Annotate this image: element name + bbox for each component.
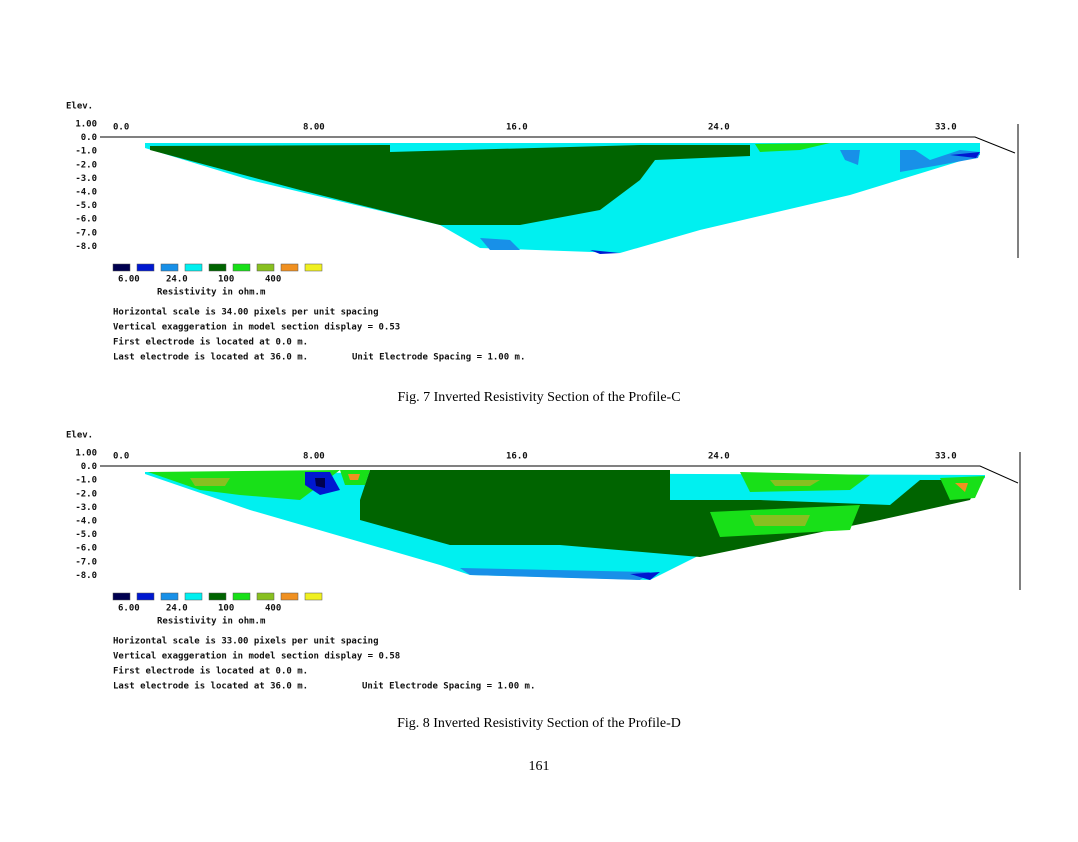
- y-label: -1.0: [75, 147, 97, 157]
- y-label: -3.0: [75, 174, 97, 184]
- y-label: -5.0: [75, 530, 97, 540]
- elev-label: Elev.: [66, 102, 93, 112]
- legend-swatch: [136, 592, 155, 601]
- x-label: 33.0: [935, 452, 957, 462]
- y-label: -3.0: [75, 503, 97, 513]
- x-label: 0.0: [113, 123, 129, 133]
- legend-label: 100: [218, 275, 234, 285]
- x-label: 16.0: [506, 452, 528, 462]
- legend-swatch: [256, 592, 275, 601]
- elev-label: Elev.: [66, 431, 93, 441]
- y-label: -4.0: [75, 517, 97, 527]
- y-label: -1.0: [75, 476, 97, 486]
- legend-title: Resistivity in ohm.m: [157, 287, 266, 298]
- x-label: 24.0: [708, 123, 730, 133]
- legend-label: 400: [265, 275, 281, 285]
- legend-label: 6.00: [118, 275, 140, 285]
- section-c: [100, 124, 1019, 258]
- x-label: 33.0: [935, 123, 957, 133]
- note: Horizontal scale is 33.00 pixels per uni…: [113, 636, 379, 647]
- y-label: 1.00: [75, 449, 97, 459]
- note: Vertical exaggeration in model section d…: [113, 651, 400, 662]
- y-label: -5.0: [75, 201, 97, 211]
- legend-swatch: [112, 592, 131, 601]
- legend-swatch: [184, 592, 203, 601]
- legend-swatch: [208, 263, 227, 272]
- x-label: 16.0: [506, 123, 528, 133]
- legend-swatch: [232, 592, 251, 601]
- legend-label: 24.0: [166, 604, 188, 614]
- y-label: -7.0: [75, 557, 97, 567]
- legend-swatch: [136, 263, 155, 272]
- y-label: 0.0: [81, 133, 97, 143]
- section-d: [100, 452, 1021, 590]
- y-label: -7.0: [75, 228, 97, 238]
- note: Last electrode is located at 36.0 m.: [113, 352, 308, 363]
- legend-swatch: [160, 263, 179, 272]
- legend-swatch: [184, 263, 203, 272]
- y-label: -6.0: [75, 544, 97, 554]
- legend-label: 400: [265, 604, 281, 614]
- legend-label: 6.00: [118, 604, 140, 614]
- y-label: 0.0: [81, 462, 97, 472]
- x-label: 0.0: [113, 452, 129, 462]
- caption: Fig. 8 Inverted Resistivity Section of t…: [397, 716, 681, 731]
- y-label: -8.0: [75, 571, 97, 581]
- y-label: -2.0: [75, 160, 97, 170]
- y-label: -8.0: [75, 242, 97, 252]
- y-label: 1.00: [75, 120, 97, 130]
- note: Last electrode is located at 36.0 m.: [113, 681, 308, 692]
- x-label: 24.0: [708, 452, 730, 462]
- note: Vertical exaggeration in model section d…: [113, 322, 400, 333]
- page-number: 161: [529, 759, 550, 774]
- caption: Fig. 7 Inverted Resistivity Section of t…: [397, 390, 680, 405]
- legend-swatch: [232, 263, 251, 272]
- y-label: -4.0: [75, 188, 97, 198]
- legend-title: Resistivity in ohm.m: [157, 616, 266, 627]
- legend-label: 24.0: [166, 275, 188, 285]
- x-label: 8.00: [303, 452, 325, 462]
- legend-swatch: [304, 263, 323, 272]
- legend-swatch: [208, 592, 227, 601]
- note: First electrode is located at 0.0 m.: [113, 666, 308, 677]
- legend-swatch: [280, 592, 299, 601]
- spacing-note: Unit Electrode Spacing = 1.00 m.: [362, 681, 535, 692]
- note: First electrode is located at 0.0 m.: [113, 337, 308, 348]
- legend-label: 100: [218, 604, 234, 614]
- legend-swatch: [256, 263, 275, 272]
- y-label: -6.0: [75, 215, 97, 225]
- legend-swatch: [160, 592, 179, 601]
- legend-swatch: [112, 263, 131, 272]
- x-label: 8.00: [303, 123, 325, 133]
- note: Horizontal scale is 34.00 pixels per uni…: [113, 307, 379, 318]
- y-label: -2.0: [75, 489, 97, 499]
- spacing-note: Unit Electrode Spacing = 1.00 m.: [352, 352, 525, 363]
- legend-swatch: [280, 263, 299, 272]
- legend-swatch: [304, 592, 323, 601]
